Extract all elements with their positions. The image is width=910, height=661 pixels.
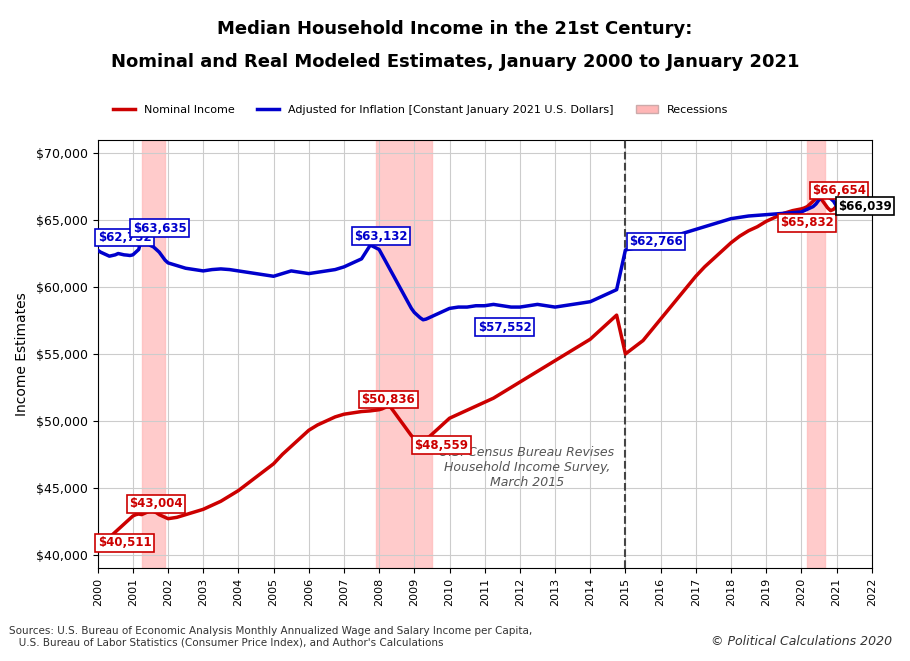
Text: Sources: U.S. Bureau of Economic Analysis Monthly Annualized Wage and Salary Inc: Sources: U.S. Bureau of Economic Analysi…: [9, 626, 532, 648]
Text: $50,836: $50,836: [361, 393, 415, 406]
Text: $65,832: $65,832: [780, 216, 834, 229]
Text: $63,132: $63,132: [355, 229, 408, 243]
Text: $48,559: $48,559: [414, 438, 469, 451]
Text: $57,552: $57,552: [478, 321, 531, 334]
Y-axis label: Income Estimates: Income Estimates: [15, 292, 29, 416]
Text: $62,752: $62,752: [97, 231, 151, 244]
Text: Nominal and Real Modeled Estimates, January 2000 to January 2021: Nominal and Real Modeled Estimates, Janu…: [111, 53, 799, 71]
Text: $62,766: $62,766: [629, 235, 682, 248]
Bar: [807, 139, 824, 568]
Text: $63,635: $63,635: [133, 221, 187, 235]
Legend: Nominal Income, Adjusted for Inflation [Constant January 2021 U.S. Dollars], Rec: Nominal Income, Adjusted for Inflation […: [111, 102, 731, 117]
Bar: [377, 139, 432, 568]
Text: $66,039: $66,039: [838, 200, 892, 213]
Text: U.S. Census Bureau Revises
Household Income Survey,
March 2015: U.S. Census Bureau Revises Household Inc…: [440, 446, 614, 489]
Text: Median Household Income in the 21st Century:: Median Household Income in the 21st Cent…: [217, 20, 693, 38]
Text: © Political Calculations 2020: © Political Calculations 2020: [711, 635, 892, 648]
Bar: [142, 139, 166, 568]
Text: $43,004: $43,004: [129, 498, 183, 510]
Text: $40,511: $40,511: [97, 536, 151, 549]
Text: $66,654: $66,654: [812, 184, 866, 197]
